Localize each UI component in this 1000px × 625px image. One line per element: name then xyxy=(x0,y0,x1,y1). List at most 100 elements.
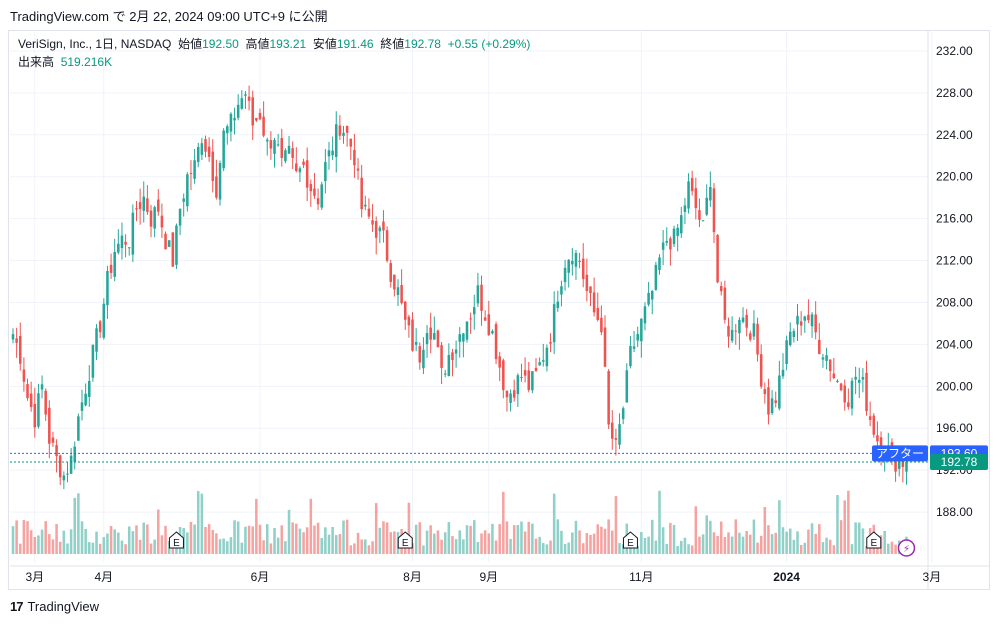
candle-body xyxy=(799,321,803,326)
tradingview-brand[interactable]: 17 TradingView xyxy=(10,599,99,614)
candle-body xyxy=(58,455,62,478)
volume-bar xyxy=(887,543,890,554)
volume-bar xyxy=(687,544,690,554)
candle-body xyxy=(127,247,131,249)
candle-body xyxy=(716,235,719,283)
candle-body xyxy=(77,416,80,441)
volume-bar xyxy=(796,531,799,554)
candle-body xyxy=(211,151,215,181)
candle-body xyxy=(581,258,585,280)
volume-bar xyxy=(480,533,483,554)
y-tick-label: 220.00 xyxy=(936,170,973,184)
volume-bar xyxy=(109,526,113,554)
candle-body xyxy=(403,301,407,320)
candle-body xyxy=(534,367,538,371)
volume-bar xyxy=(255,498,258,554)
candle-body xyxy=(734,330,738,332)
candle-body xyxy=(175,225,178,265)
candle-body xyxy=(164,233,167,250)
volume-bar xyxy=(712,532,716,554)
candle-body xyxy=(287,145,291,154)
volume-bar xyxy=(774,532,777,554)
candle-body xyxy=(709,187,712,201)
volume-bar xyxy=(680,540,683,554)
volume-bar xyxy=(832,545,836,554)
candle-body xyxy=(244,94,247,96)
open-label: 始値 xyxy=(178,37,203,51)
candle-body xyxy=(818,339,821,354)
candle-body xyxy=(643,306,647,324)
candle-body xyxy=(828,359,832,372)
volume-bar xyxy=(698,536,701,554)
x-tick-label: 11月 xyxy=(629,570,653,584)
volume-bar xyxy=(338,533,342,554)
volume-bar xyxy=(233,520,236,554)
chart-frame xyxy=(8,30,990,590)
candle-body xyxy=(178,208,182,226)
earnings-marker-icon xyxy=(622,531,638,549)
x-tick-label: 6月 xyxy=(251,570,270,584)
volume-bar xyxy=(186,532,189,554)
volume-bar xyxy=(454,539,458,554)
volume-bar xyxy=(77,493,80,554)
volume-bar xyxy=(552,493,556,554)
volume-bar xyxy=(665,543,669,554)
candle-body xyxy=(443,373,447,375)
earnings-marker-label: E xyxy=(402,538,409,549)
volume-bar xyxy=(280,525,284,554)
candle-body xyxy=(22,369,26,382)
candle-body xyxy=(117,243,120,253)
candle-body xyxy=(40,384,44,390)
volume-bar xyxy=(98,543,102,554)
volume-bar xyxy=(723,537,727,554)
volume-bar xyxy=(124,544,127,554)
candle-body xyxy=(458,334,462,342)
candle-body xyxy=(512,390,516,398)
volume-bar xyxy=(135,525,138,554)
volume-bar xyxy=(883,530,886,554)
candle-body xyxy=(476,285,480,304)
candle-body xyxy=(69,455,73,474)
volume-bar xyxy=(807,529,810,554)
volume-bar xyxy=(414,524,418,554)
volume-bar xyxy=(818,524,821,554)
volume-bar xyxy=(756,542,759,554)
candle-body xyxy=(440,345,443,368)
candle-body xyxy=(571,260,574,265)
volume-bar xyxy=(534,538,538,554)
candle-body xyxy=(730,329,734,341)
volume-bar xyxy=(578,530,581,554)
candle-body xyxy=(84,393,87,406)
volume-bar xyxy=(600,526,603,554)
candle-body xyxy=(611,422,614,439)
volume-bar xyxy=(276,537,280,554)
volume-bar xyxy=(393,531,396,554)
volume-bar xyxy=(738,532,741,554)
candle-body xyxy=(200,143,204,155)
volume-bar xyxy=(360,539,363,554)
volume-bar xyxy=(592,533,596,554)
candle-body xyxy=(792,331,796,337)
volume-bar xyxy=(207,524,211,554)
candle-body xyxy=(207,146,211,157)
candle-body xyxy=(229,113,233,132)
candle-body xyxy=(240,98,244,109)
candle-body xyxy=(142,196,146,211)
candle-body xyxy=(334,124,338,157)
volume-bar xyxy=(265,524,269,554)
candle-body xyxy=(516,375,520,395)
symbol-name[interactable]: VeriSign, Inc., 1日, NASDAQ xyxy=(18,37,172,51)
candle-body xyxy=(316,198,320,205)
close-value: 192.78 xyxy=(404,37,441,51)
candle-body xyxy=(138,202,142,210)
candlestick-chart[interactable]: 232.00 228.00 224.00 220.00 216.00 212.00 208.… xyxy=(0,0,1000,590)
candle-body xyxy=(723,287,727,320)
volume-bar xyxy=(520,521,523,554)
candle-body xyxy=(353,149,356,166)
tradingview-logo-icon: 17 xyxy=(10,599,24,614)
candle-body xyxy=(563,267,567,283)
volume-bar xyxy=(18,543,22,554)
candle-body xyxy=(632,346,636,349)
volume-bar xyxy=(55,524,58,554)
volume-bar xyxy=(345,519,349,554)
